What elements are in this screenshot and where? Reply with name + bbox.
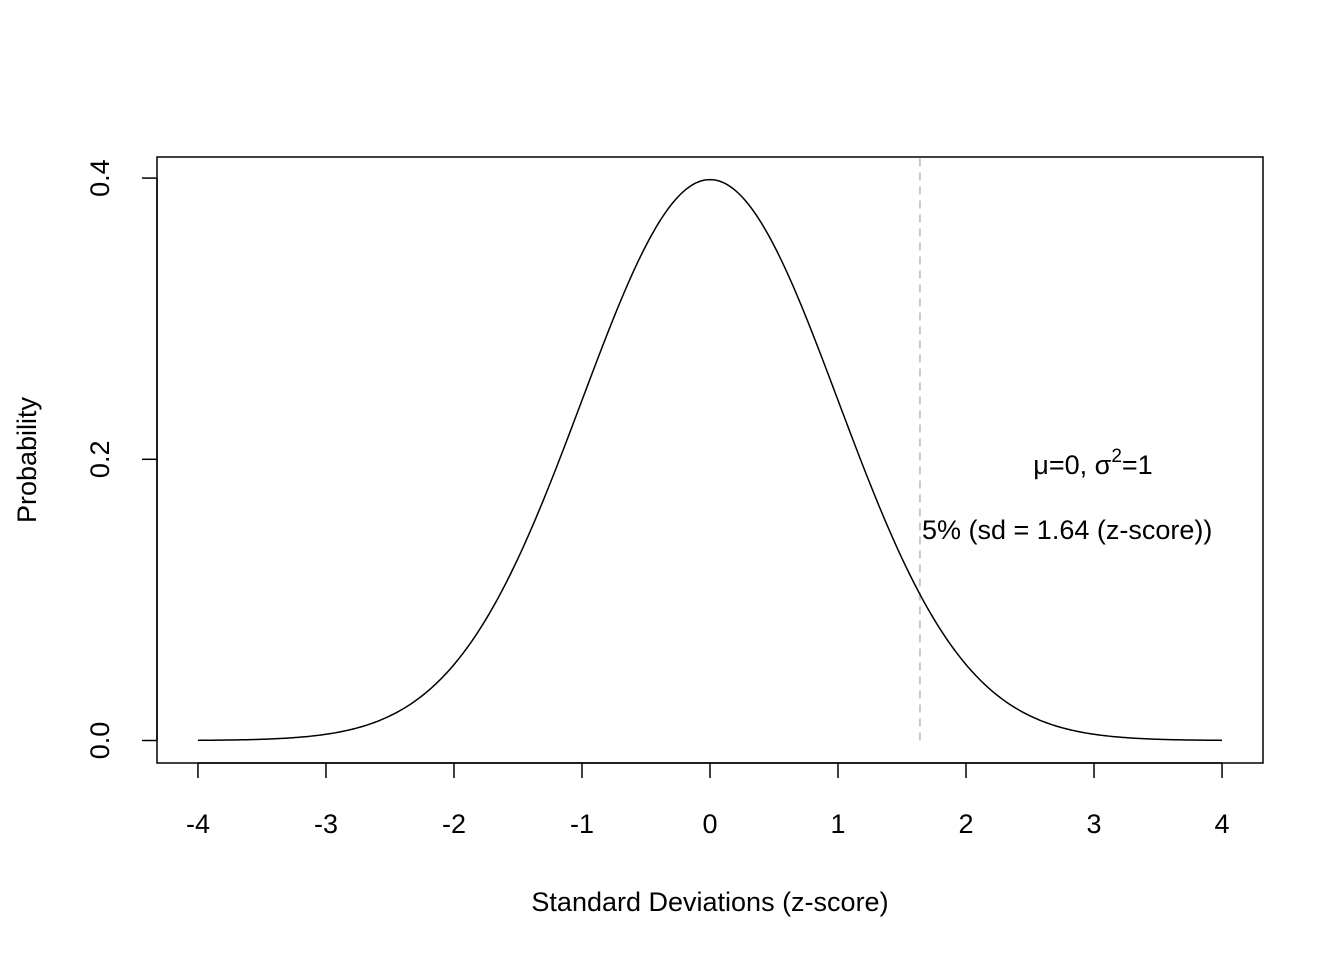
density-curve bbox=[197, 178, 1223, 742]
x-tick-label: -2 bbox=[442, 809, 466, 839]
y-axis: 0.0 0.2 0.4 bbox=[85, 159, 158, 760]
x-tick-label: 4 bbox=[1215, 809, 1230, 839]
x-axis-label: Standard Deviations (z-score) bbox=[531, 887, 888, 917]
y-tick-label: 0.0 bbox=[85, 722, 115, 760]
sigma-symbol: σ bbox=[1095, 450, 1112, 480]
x-axis: -4 -3 -2 -1 0 1 2 3 4 bbox=[186, 762, 1230, 839]
x-tick-label: 3 bbox=[1087, 809, 1102, 839]
x-tick-label: 1 bbox=[830, 809, 845, 839]
sigma-superscript: 2 bbox=[1111, 446, 1122, 467]
parameter-annotation: μ=0, σ2=1 bbox=[1033, 446, 1152, 480]
cutoff-annotation: 5% (sd = 1.64 (z-score)) bbox=[922, 515, 1212, 545]
x-tick-label: -3 bbox=[314, 809, 338, 839]
x-tick-label: -4 bbox=[186, 809, 210, 839]
y-tick-label: 0.4 bbox=[85, 159, 115, 197]
mu-symbol: μ bbox=[1033, 450, 1049, 480]
x-tick-label: -1 bbox=[570, 809, 594, 839]
y-tick-label: 0.2 bbox=[85, 441, 115, 479]
sigma-value: =1 bbox=[1122, 450, 1153, 480]
mu-value: =0, bbox=[1049, 450, 1095, 480]
y-axis-label: Probability bbox=[12, 396, 42, 523]
x-tick-label: 2 bbox=[959, 809, 974, 839]
x-tick-label: 0 bbox=[702, 809, 717, 839]
